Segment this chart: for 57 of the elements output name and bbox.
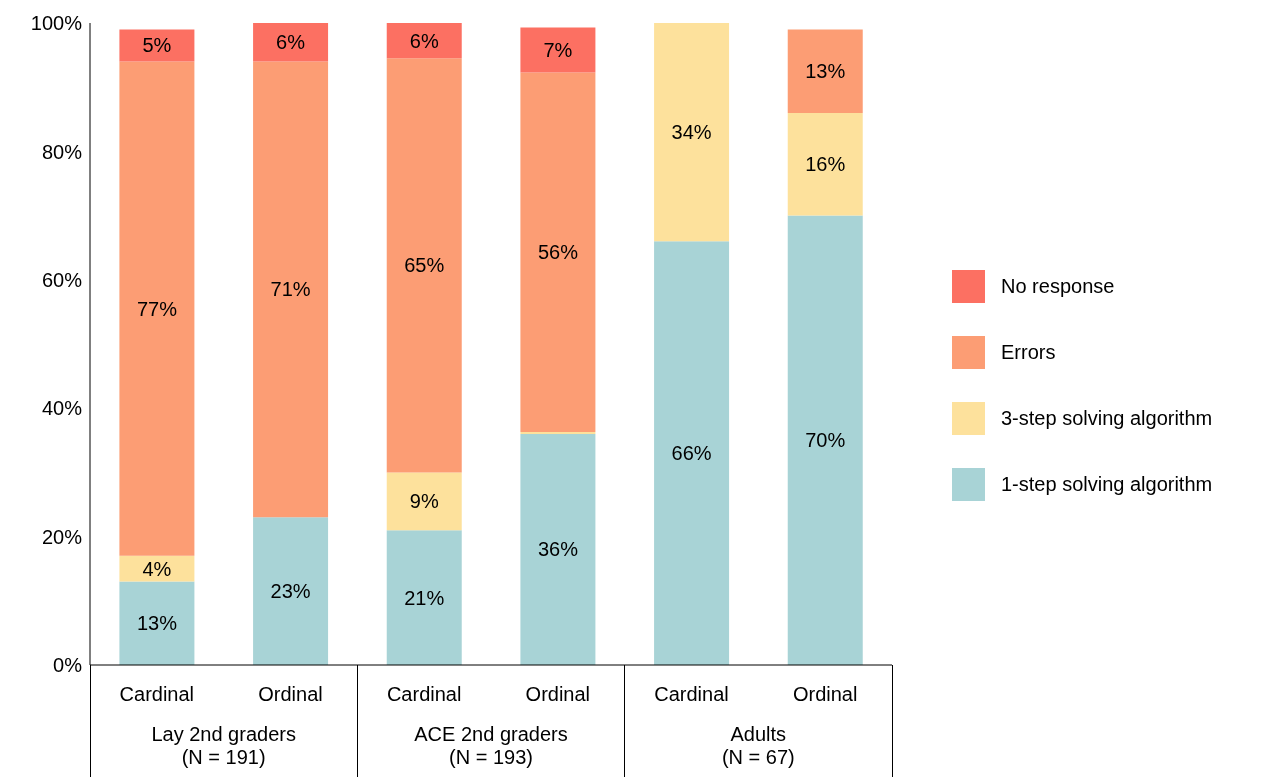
data-label: 21% bbox=[404, 586, 445, 609]
data-label: 34% bbox=[671, 121, 712, 144]
y-tick-label: 20% bbox=[41, 525, 83, 548]
x-tick-label: Cardinal bbox=[654, 683, 729, 706]
text: Lay 2nd graders (N = 191) bbox=[150, 723, 297, 769]
bar bbox=[386, 472, 462, 531]
data-label: 7% bbox=[543, 38, 573, 61]
bar bbox=[253, 23, 329, 62]
y-tick-label: 0% bbox=[53, 654, 83, 677]
bar bbox=[520, 27, 596, 73]
x-tick-label: Ordinal bbox=[258, 683, 323, 706]
bar bbox=[787, 112, 863, 216]
data-label: 71% bbox=[270, 278, 311, 301]
data-label: 5% bbox=[142, 34, 172, 57]
bar bbox=[520, 72, 596, 432]
bar bbox=[119, 555, 195, 582]
x-tick-label: Cardinal bbox=[119, 683, 195, 706]
y-tick-label: 100% bbox=[30, 12, 83, 35]
bar bbox=[787, 215, 863, 665]
legend-label: 3-step solving algorithm bbox=[1001, 407, 1213, 430]
data-label: 16% bbox=[805, 153, 846, 176]
y-tick-label: 60% bbox=[41, 268, 83, 291]
bar bbox=[119, 581, 195, 665]
bar bbox=[253, 61, 329, 518]
bar bbox=[119, 61, 195, 556]
legend-label: 1-step solving algorithm bbox=[1001, 473, 1213, 496]
x-tick-label: Ordinal bbox=[792, 683, 858, 706]
data-label: 56% bbox=[537, 241, 579, 264]
data-label: 9% bbox=[409, 490, 439, 513]
legend-label: Errors bbox=[1001, 341, 1056, 364]
legend-label: No response bbox=[1001, 275, 1115, 298]
data-label: 65% bbox=[404, 254, 445, 277]
bar bbox=[654, 241, 730, 665]
x-tick-label: Ordinal bbox=[525, 683, 591, 706]
bar bbox=[253, 517, 329, 665]
data-label: 13% bbox=[136, 612, 178, 635]
data-label: 23% bbox=[270, 580, 311, 603]
text: ACE 2nd graders (N = 193) bbox=[413, 723, 569, 769]
text: Adults (N = 67) bbox=[720, 723, 796, 769]
data-label: 36% bbox=[537, 538, 579, 561]
data-label: 77% bbox=[136, 297, 178, 320]
data-label: 6% bbox=[276, 31, 306, 54]
bar bbox=[386, 530, 462, 665]
bar bbox=[386, 58, 462, 473]
bar bbox=[654, 23, 730, 242]
data-label: 6% bbox=[409, 29, 439, 52]
data-label: 13% bbox=[805, 60, 846, 83]
bar bbox=[119, 29, 195, 62]
bar bbox=[386, 23, 462, 59]
bar bbox=[787, 29, 863, 113]
data-label: 66% bbox=[671, 442, 712, 465]
data-label: 4% bbox=[142, 557, 172, 580]
y-tick-label: 80% bbox=[41, 140, 83, 163]
data-label: 70% bbox=[805, 429, 846, 452]
x-tick-label: Cardinal bbox=[386, 683, 462, 706]
y-tick-label: 40% bbox=[41, 397, 83, 420]
bar bbox=[520, 433, 596, 665]
